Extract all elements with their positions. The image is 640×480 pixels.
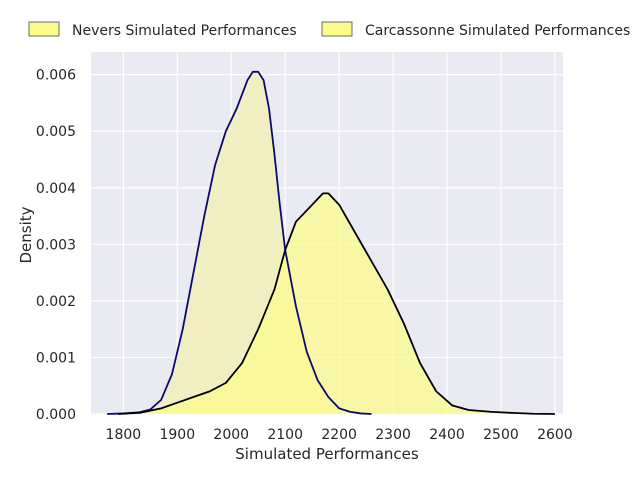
line-nevers — [107, 70, 372, 415]
y-tick-label: 0.006 — [36, 68, 76, 84]
x-tick-labels: 1800 1900 2000 2100 2200 2300 2400 2500 2600 — [106, 427, 573, 443]
legend-label-carcassonne: Carcassonne Simulated Performances — [365, 23, 630, 39]
x-tick-label: 2400 — [429, 427, 465, 443]
y-tick-label: 0.001 — [36, 350, 76, 366]
line-carcassonne — [117, 192, 555, 415]
x-tick-label: 2600 — [537, 427, 573, 443]
x-axis-title: Simulated Performances — [235, 445, 419, 463]
x-tick-label: 2100 — [267, 427, 303, 443]
y-tick-label: 0.003 — [36, 237, 76, 253]
legend-swatch-carcassonne — [321, 21, 353, 37]
x-tick-label: 2300 — [375, 427, 411, 443]
x-tick-label: 1800 — [106, 427, 142, 443]
series-layer — [107, 70, 555, 415]
y-axis-title: Density — [17, 206, 35, 263]
x-tick-label: 1900 — [159, 427, 195, 443]
area-carcassonne — [117, 193, 555, 414]
y-tick-label: 0.002 — [36, 294, 76, 310]
area-nevers — [107, 71, 372, 415]
x-tick-label: 2200 — [321, 427, 357, 443]
x-tick-label: 2000 — [213, 427, 249, 443]
y-tick-label: 0.000 — [36, 407, 76, 423]
legend: Nevers Simulated Performances Carcassonn… — [28, 21, 630, 39]
legend-swatch-nevers — [28, 21, 60, 37]
x-tick-label: 2500 — [483, 427, 519, 443]
y-tick-labels: 0.000 0.001 0.002 0.003 0.004 0.005 0.006 — [36, 68, 76, 423]
y-tick-label: 0.004 — [36, 181, 76, 197]
y-tick-label: 0.005 — [36, 124, 76, 140]
legend-label-nevers: Nevers Simulated Performances — [72, 23, 297, 39]
